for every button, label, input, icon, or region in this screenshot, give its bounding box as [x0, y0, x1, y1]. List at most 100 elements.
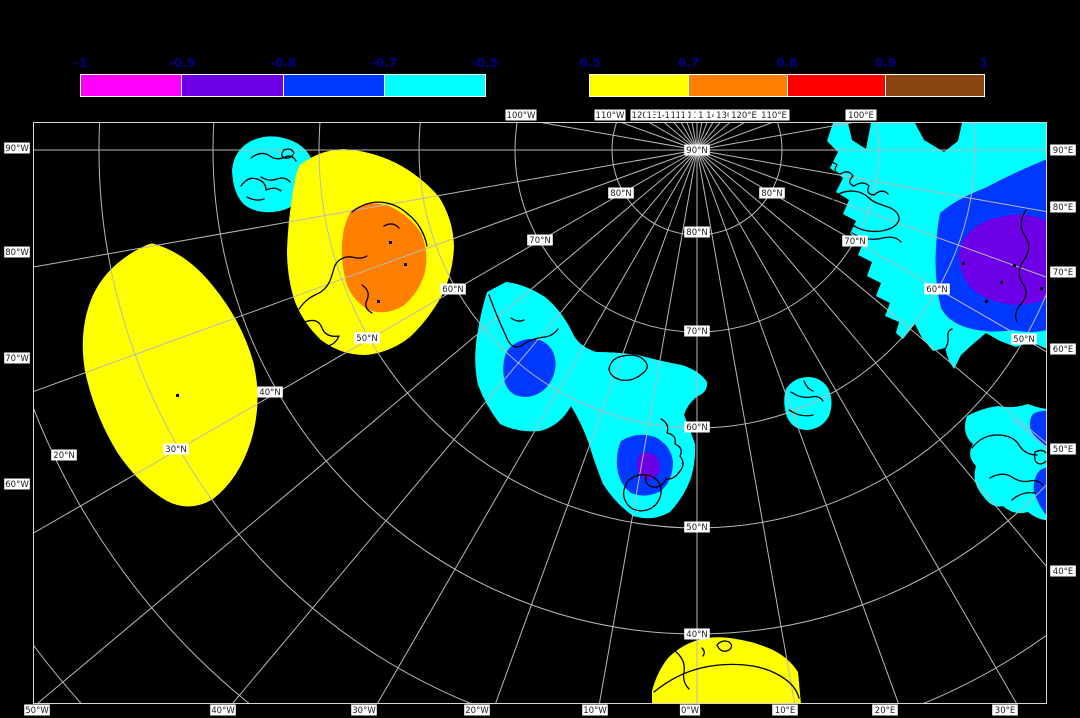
graticule-label: 60°W — [4, 478, 30, 490]
svg-text:100°W: 100°W — [507, 111, 536, 121]
region-siberia-inner-neg — [959, 214, 1047, 305]
svg-text:70°W: 70°W — [5, 354, 29, 364]
graticule-label: 40°N — [257, 386, 283, 398]
svg-text:10°E: 10°E — [775, 706, 795, 716]
svg-text:110°W: 110°W — [596, 111, 625, 121]
graticule-label: 80°N — [684, 226, 710, 238]
svg-text:50°N: 50°N — [356, 334, 377, 344]
svg-text:30°E: 30°E — [995, 706, 1015, 716]
positive-colorbar-segment-2 — [787, 75, 886, 96]
svg-text:50°E: 50°E — [1053, 445, 1073, 455]
meridian-line — [680, 122, 698, 151]
island-dot — [1040, 287, 1043, 290]
svg-text:60°W: 60°W — [5, 480, 29, 490]
meridian-line — [696, 149, 1047, 353]
graticule-label: 0°W — [679, 704, 701, 716]
graticule-label: 120°E — [728, 109, 760, 121]
meridian-line — [696, 149, 1047, 568]
positive-colorbar: 0.5 0.7 0.8 0.9 1 — [579, 56, 988, 97]
negative-colorbar-segment-0 — [81, 75, 182, 96]
island-dot-bermuda — [176, 394, 179, 397]
filled-contour-regions — [82, 123, 1047, 704]
meridian-line — [673, 122, 698, 151]
coastline-russian-arctic — [821, 161, 889, 196]
negative-colorbar-segment-1 — [182, 75, 283, 96]
meridian-line — [696, 122, 703, 151]
meridian-line — [696, 122, 708, 151]
negative-colorbar-segment-2 — [283, 75, 384, 96]
graticule-label: 80°W — [4, 246, 30, 258]
negative-colorbar-tick-label: -0.5 — [471, 56, 499, 70]
meridian-line — [686, 122, 698, 151]
coastline-canada — [298, 201, 428, 347]
meridian-line — [696, 149, 899, 704]
parallel-circle — [98, 122, 1047, 704]
meridian-line — [696, 149, 1047, 213]
svg-text:20°E: 20°E — [875, 706, 895, 716]
coastline-balearic-island — [716, 640, 733, 652]
graticule-label: 20°E — [872, 704, 898, 716]
graticule-label: 50°E — [1050, 443, 1076, 455]
graticule-label: 20°N — [51, 449, 77, 461]
coastline-siberia-river — [943, 209, 1030, 352]
graticule-label: 100°W — [505, 109, 537, 121]
svg-text:50°W: 50°W — [25, 706, 49, 716]
negative-colorbar-tick-label: -1 — [74, 56, 88, 70]
graticule-label: 110°E — [758, 109, 790, 121]
coastline-nova-scotia — [140, 241, 163, 248]
graticule-label: 100°E — [845, 109, 877, 121]
svg-text:40°N: 40°N — [686, 630, 707, 640]
graticule-label: 60°N — [440, 283, 466, 295]
graticule-label: 40°N — [684, 628, 710, 640]
meridian-line — [696, 149, 1018, 704]
meridian-line — [598, 149, 698, 704]
region-caspian-neg — [965, 404, 1047, 520]
svg-text:80°N: 80°N — [610, 189, 631, 199]
graticule-label: 10°E — [772, 704, 798, 716]
negative-colorbar-tick-label: -0.8 — [269, 56, 297, 70]
region-atlantic-pos — [82, 243, 258, 507]
graticule-label: 50°N — [684, 521, 710, 533]
svg-text:30°W: 30°W — [352, 706, 376, 716]
meridian-line — [376, 149, 698, 704]
svg-text:80°W: 80°W — [5, 248, 29, 258]
svg-text:50°N: 50°N — [1013, 335, 1034, 345]
svg-text:90°W: 90°W — [5, 144, 29, 154]
graticule-label: 90°E — [1050, 144, 1076, 156]
meridian-line — [33, 149, 698, 534]
graticule-label: 90°N — [684, 144, 710, 156]
island-dot — [985, 300, 988, 303]
island-dot — [404, 263, 407, 266]
svg-text:10°W: 10°W — [583, 706, 607, 716]
graticule-label: 70°N — [527, 234, 553, 246]
coastline-great-britain — [645, 418, 684, 488]
island-dot — [377, 300, 380, 303]
region-africa-pos — [652, 637, 801, 704]
meridian-line — [36, 149, 698, 704]
negative-colorbar-tick-label: -0.7 — [370, 56, 398, 70]
graticule-label: 30°E — [992, 704, 1018, 716]
svg-text:20°N: 20°N — [53, 451, 74, 461]
graticule-label: 70°N — [684, 325, 710, 337]
svg-text:40°N: 40°N — [259, 388, 280, 398]
graticule-label: 70°W — [4, 352, 30, 364]
svg-text:80°E: 80°E — [1053, 203, 1073, 213]
meridian-line — [538, 122, 698, 151]
svg-text:80°N: 80°N — [761, 189, 782, 199]
region-norway-neg — [784, 377, 832, 430]
svg-text:120°E: 120°E — [731, 111, 757, 121]
graticule-label: 50°N — [1011, 333, 1037, 345]
graticule-label: 20°W — [464, 704, 490, 716]
meridian-line — [231, 149, 698, 704]
svg-text:70°N: 70°N — [844, 237, 865, 247]
svg-text:70°E: 70°E — [1053, 268, 1073, 278]
coastline-iceland — [608, 354, 648, 381]
svg-text:20°W: 20°W — [465, 706, 489, 716]
island-dot — [962, 262, 965, 265]
meridian-line — [696, 122, 856, 151]
graticule-label: 80°E — [1050, 201, 1076, 213]
region-caspian-core1-neg — [1029, 410, 1047, 447]
positive-colorbar-segment-0 — [590, 75, 688, 96]
graticule-label: 90°W — [4, 142, 30, 154]
